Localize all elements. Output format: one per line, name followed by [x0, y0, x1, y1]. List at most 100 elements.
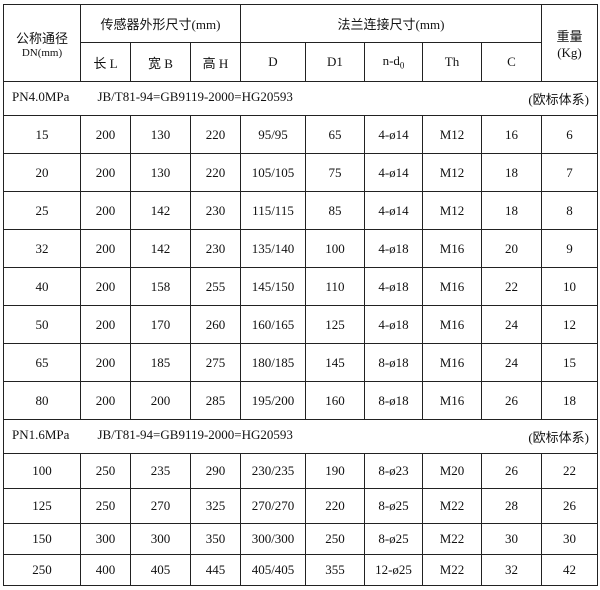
column-header: 宽 B	[130, 42, 191, 82]
table-cell: 135/140	[240, 229, 306, 268]
table-cell: 9	[541, 229, 598, 268]
table-cell: 145	[305, 343, 365, 382]
table-cell: 8-ø18	[364, 381, 423, 420]
table-cell: 40	[3, 267, 81, 306]
table-cell: M16	[422, 343, 482, 382]
table-cell: 8-ø18	[364, 343, 423, 382]
table-cell: 200	[80, 381, 131, 420]
table-cell: 85	[305, 191, 365, 230]
table-cell: 26	[481, 453, 542, 489]
table-row: 15 200 130 220 95/95 65 4-ø14 M12 16 6	[3, 115, 598, 154]
system-label: (欧标体系)	[528, 430, 589, 445]
table-cell: 185	[130, 343, 191, 382]
table-cell: 250	[305, 523, 365, 555]
table-cell: 24	[481, 305, 542, 344]
table-cell: 125	[305, 305, 365, 344]
table-cell: 190	[305, 453, 365, 489]
table-cell: 22	[481, 267, 542, 306]
table-cell: M20	[422, 453, 482, 489]
table-cell: 95/95	[240, 115, 306, 154]
header-row-2: 长 L 宽 B 高 H D D1 n-d0 Th C	[4, 42, 598, 82]
table-cell: 160/165	[240, 305, 306, 344]
table-cell: 4-ø18	[364, 229, 423, 268]
table-cell: 300/300	[240, 523, 306, 555]
table-cell: 100	[3, 453, 81, 489]
table-cell: 4-ø18	[364, 267, 423, 306]
table-cell: 4-ø14	[364, 115, 423, 154]
table-cell: 200	[80, 191, 131, 230]
header-row-1: 公称通径 DN(mm) 传感器外形尺寸(mm) 法兰连接尺寸(mm) 重量 (Kg)	[3, 4, 598, 82]
table-row: 50 200 170 260 160/165 125 4-ø18 M16 24 12	[3, 305, 598, 344]
table-cell: 200	[80, 267, 131, 306]
table-cell: 150	[3, 523, 81, 555]
table-cell: 200	[80, 343, 131, 382]
table-cell: 80	[3, 381, 81, 420]
table-cell: 20	[481, 229, 542, 268]
table-cell: 115/115	[240, 191, 306, 230]
dn-unit: DN(mm)	[21, 46, 63, 59]
column-header: 高 H	[190, 42, 241, 82]
table-cell: 26	[481, 381, 542, 420]
table-cell: 300	[80, 523, 131, 555]
table-row: 65 200 185 275 180/185 145 8-ø18 M16 24 15	[3, 343, 598, 382]
column-header-label: 宽 B	[148, 55, 173, 71]
table-cell: 180/185	[240, 343, 306, 382]
table-cell: 170	[130, 305, 191, 344]
table-cell: 32	[481, 554, 542, 586]
flange-group-header: 法兰连接尺寸(mm)	[240, 4, 542, 43]
column-header-label: D1	[327, 54, 343, 69]
table-cell: 28	[481, 488, 542, 524]
table-row: 150 300 300 350 300/300 250 8-ø25 M22 30 30	[3, 523, 598, 555]
table-cell: M22	[422, 523, 482, 555]
table-cell: M16	[422, 229, 482, 268]
table-cell: M22	[422, 554, 482, 586]
weight-label: 重量	[556, 28, 583, 44]
table-cell: 325	[190, 488, 241, 524]
table-cell: 12-ø25	[364, 554, 423, 586]
table-row: 80 200 200 285 195/200 160 8-ø18 M16 26 18	[3, 381, 598, 420]
table-cell: 275	[190, 343, 241, 382]
table-cell: 30	[541, 523, 598, 555]
table-cell: M22	[422, 488, 482, 524]
table-cell: M12	[422, 191, 482, 230]
standard-label: JB/T81-94=GB9119-2000=HG20593	[97, 427, 293, 442]
table-cell: 15	[541, 343, 598, 382]
table-cell: 200	[80, 115, 131, 154]
table-cell: M12	[422, 153, 482, 192]
table-cell: 30	[481, 523, 542, 555]
nd-subscript: 0	[399, 60, 405, 71]
table-cell: 285	[190, 381, 241, 420]
table-cell: 12	[541, 305, 598, 344]
table-cell: 290	[190, 453, 241, 489]
section-header: PN4.0MPa JB/T81-94=GB9119-2000=HG20593 (欧标…	[3, 81, 598, 116]
table-cell: 250	[3, 554, 81, 586]
table-cell: 15	[3, 115, 81, 154]
column-header: Th	[422, 42, 482, 82]
table-cell: 18	[541, 381, 598, 420]
table-cell: M16	[422, 305, 482, 344]
column-header-label: 长 L	[93, 55, 118, 71]
table-cell: 200	[80, 305, 131, 344]
table-cell: 220	[190, 115, 241, 154]
table-cell: 200	[130, 381, 191, 420]
table-cell: 405/405	[240, 554, 306, 586]
dimension-table: 公称通径 DN(mm) 传感器外形尺寸(mm) 法兰连接尺寸(mm) 重量 (Kg)…	[3, 4, 598, 586]
table-cell: 142	[130, 191, 191, 230]
standard-label: JB/T81-94=GB9119-2000=HG20593	[97, 89, 293, 104]
table-cell: 445	[190, 554, 241, 586]
table-cell: 22	[541, 453, 598, 489]
table-row: 250 400 405 445 405/405 355 12-ø25 M22 32 42	[3, 554, 598, 586]
section-header: PN1.6MPa JB/T81-94=GB9119-2000=HG20593 (欧标…	[3, 419, 598, 454]
table-cell: 50	[3, 305, 81, 344]
column-header: C	[481, 42, 542, 82]
table-cell: 220	[190, 153, 241, 192]
column-header-label: C	[507, 54, 516, 69]
dn-header: 公称通径 DN(mm)	[3, 4, 81, 82]
table-cell: 25	[3, 191, 81, 230]
table-cell: 20	[3, 153, 81, 192]
table-cell: 400	[80, 554, 131, 586]
table-row: 40 200 158 255 145/150 110 4-ø18 M16 22 10	[3, 267, 598, 306]
table-cell: 8	[541, 191, 598, 230]
dn-label: 公称通径	[15, 30, 68, 46]
column-header: D1	[305, 42, 365, 82]
